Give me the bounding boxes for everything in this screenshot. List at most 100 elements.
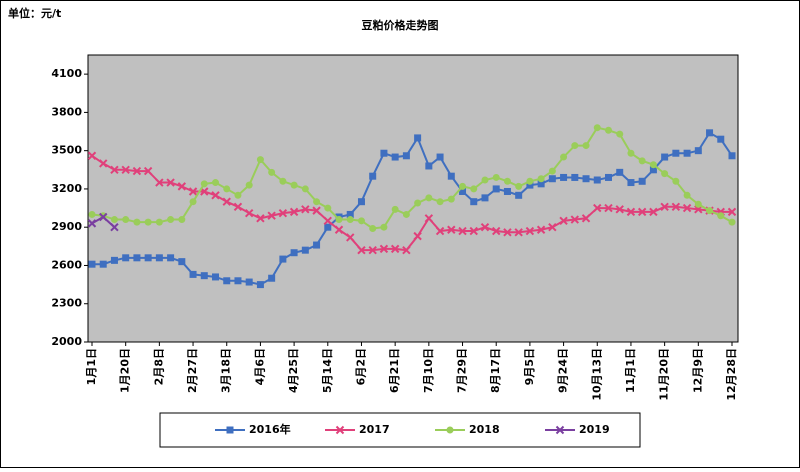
data-point bbox=[560, 173, 568, 181]
data-point bbox=[582, 142, 590, 150]
data-point bbox=[503, 228, 512, 237]
data-point bbox=[459, 182, 467, 190]
data-point bbox=[492, 185, 500, 193]
data-point bbox=[222, 197, 231, 206]
data-point bbox=[346, 210, 354, 218]
data-point bbox=[212, 273, 220, 281]
data-point bbox=[694, 205, 703, 214]
x-tick-label: 8月17日 bbox=[489, 348, 502, 393]
data-point bbox=[649, 207, 658, 217]
series-line bbox=[92, 131, 733, 286]
data-point bbox=[324, 223, 332, 231]
data-point bbox=[571, 173, 579, 181]
data-point bbox=[88, 210, 96, 218]
x-tick-label: 4月25日 bbox=[287, 348, 300, 393]
y-tick-label: 2300 bbox=[51, 297, 82, 310]
data-point bbox=[167, 216, 175, 224]
data-point bbox=[425, 194, 433, 202]
legend-marker bbox=[226, 426, 234, 434]
data-point bbox=[289, 207, 299, 217]
data-point bbox=[279, 177, 287, 185]
data-point bbox=[234, 191, 242, 199]
data-point bbox=[290, 249, 298, 257]
data-point bbox=[425, 162, 433, 170]
data-point bbox=[110, 256, 118, 264]
data-point bbox=[717, 135, 725, 143]
data-point bbox=[233, 202, 243, 211]
y-tick-label: 2900 bbox=[51, 220, 82, 233]
data-point bbox=[268, 274, 276, 282]
data-point bbox=[357, 245, 366, 255]
data-point bbox=[245, 278, 253, 286]
x-tick-label: 6月21日 bbox=[388, 348, 401, 393]
data-point bbox=[536, 225, 546, 234]
data-point bbox=[87, 151, 97, 160]
data-point bbox=[99, 260, 107, 268]
data-point bbox=[268, 168, 276, 176]
data-point bbox=[391, 153, 399, 161]
data-point bbox=[335, 216, 343, 224]
data-point bbox=[133, 254, 141, 262]
data-point bbox=[357, 198, 365, 206]
data-point bbox=[189, 270, 197, 278]
data-point bbox=[313, 241, 321, 249]
data-point bbox=[470, 198, 478, 206]
data-point bbox=[570, 215, 580, 224]
legend-marker bbox=[446, 426, 454, 434]
data-point bbox=[380, 223, 388, 231]
data-point bbox=[660, 202, 669, 211]
data-point bbox=[167, 254, 175, 262]
data-point bbox=[110, 165, 119, 175]
y-tick-label: 3500 bbox=[51, 144, 82, 157]
data-point bbox=[402, 210, 410, 218]
data-point bbox=[132, 166, 142, 176]
data-point bbox=[503, 177, 511, 185]
data-point bbox=[436, 198, 444, 206]
data-point bbox=[694, 147, 702, 155]
data-point bbox=[515, 182, 523, 190]
data-point bbox=[188, 187, 198, 196]
data-point bbox=[369, 224, 377, 232]
data-point bbox=[334, 225, 344, 234]
data-point bbox=[671, 202, 681, 211]
data-point bbox=[391, 205, 399, 213]
x-tick-label: 5月14日 bbox=[321, 348, 334, 393]
plot-area bbox=[87, 54, 739, 343]
data-point bbox=[627, 179, 635, 187]
data-point bbox=[706, 207, 714, 215]
data-point bbox=[514, 228, 523, 237]
data-point bbox=[368, 245, 377, 255]
data-point bbox=[144, 218, 152, 226]
data-point bbox=[626, 207, 636, 217]
chart-title: 豆粕价格走势图 bbox=[362, 18, 439, 32]
data-point bbox=[212, 179, 220, 187]
data-point bbox=[706, 129, 714, 137]
data-point bbox=[357, 217, 365, 225]
unit-label: 单位：元/t bbox=[8, 6, 61, 20]
data-point bbox=[560, 153, 568, 161]
data-point bbox=[627, 149, 635, 157]
data-point bbox=[223, 277, 231, 285]
series-line bbox=[91, 126, 733, 230]
y-tick-label: 3800 bbox=[51, 105, 82, 118]
data-point bbox=[469, 226, 478, 236]
data-point bbox=[290, 181, 298, 189]
data-point bbox=[526, 181, 534, 189]
data-point bbox=[447, 225, 456, 234]
data-point bbox=[155, 254, 163, 262]
data-point bbox=[638, 157, 646, 165]
data-point bbox=[593, 124, 601, 132]
legend-label: 2019 bbox=[579, 423, 610, 436]
data-point bbox=[604, 126, 612, 134]
x-tick-label: 3月18日 bbox=[220, 348, 233, 393]
data-point bbox=[638, 177, 646, 185]
data-point bbox=[122, 216, 130, 224]
y-tick-label: 2600 bbox=[51, 258, 82, 271]
data-point bbox=[637, 207, 647, 217]
data-point bbox=[559, 216, 568, 226]
data-point bbox=[593, 203, 602, 213]
data-point bbox=[256, 281, 264, 289]
data-point bbox=[604, 203, 613, 213]
data-point bbox=[548, 175, 556, 183]
